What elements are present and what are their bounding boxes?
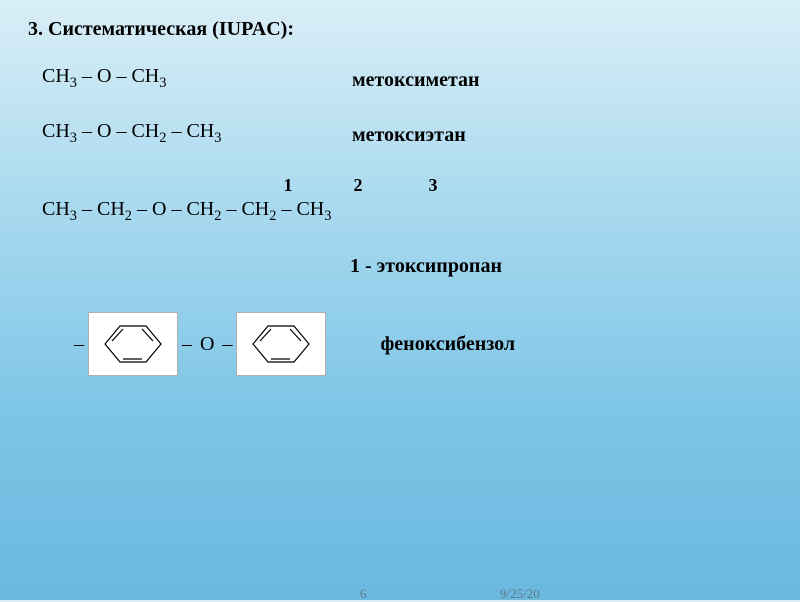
compound-row: CH3 – O – CH2 – CH3 метоксиэтан — [28, 120, 772, 147]
compound-name-1: метоксиметан — [352, 69, 480, 92]
bond-dash: – — [182, 333, 192, 356]
compound-name-3: 1 - этоксипропан — [28, 255, 772, 278]
carbon-number: 3 — [429, 175, 438, 196]
bond-dash: – — [74, 333, 84, 356]
benzene-ring-box — [236, 312, 326, 376]
long-formula-row: CH3 – CH2 – O – CH2 – CH2 – CH3 — [28, 198, 772, 225]
compound-row: CH3 – O – CH3 метоксиметан — [28, 65, 772, 92]
compound-name-2: метоксиэтан — [352, 124, 466, 147]
oxygen-atom: O — [200, 333, 214, 356]
section-title: 3. Систематическая (IUPAC): — [28, 18, 772, 41]
carbon-number: 1 — [284, 175, 293, 196]
benzene-ring-icon — [95, 319, 171, 369]
benzene-row: – – O – феноксибензол — [28, 312, 772, 376]
benzene-ring-icon — [243, 319, 319, 369]
formula-2: CH3 – O – CH2 – CH3 — [42, 120, 352, 147]
benzene-ring-box — [88, 312, 178, 376]
bond-dash: – — [222, 333, 232, 356]
carbon-number: 2 — [354, 175, 363, 196]
slide-content: 3. Систематическая (IUPAC): CH3 – O – CH… — [0, 0, 800, 376]
formula-1: CH3 – O – CH3 — [42, 65, 352, 92]
formula-3: CH3 – CH2 – O – CH2 – CH2 – CH3 — [42, 198, 331, 220]
carbon-numbers-row: 1 2 3 — [28, 175, 772, 196]
compound-name-4: феноксибензол — [380, 333, 515, 356]
